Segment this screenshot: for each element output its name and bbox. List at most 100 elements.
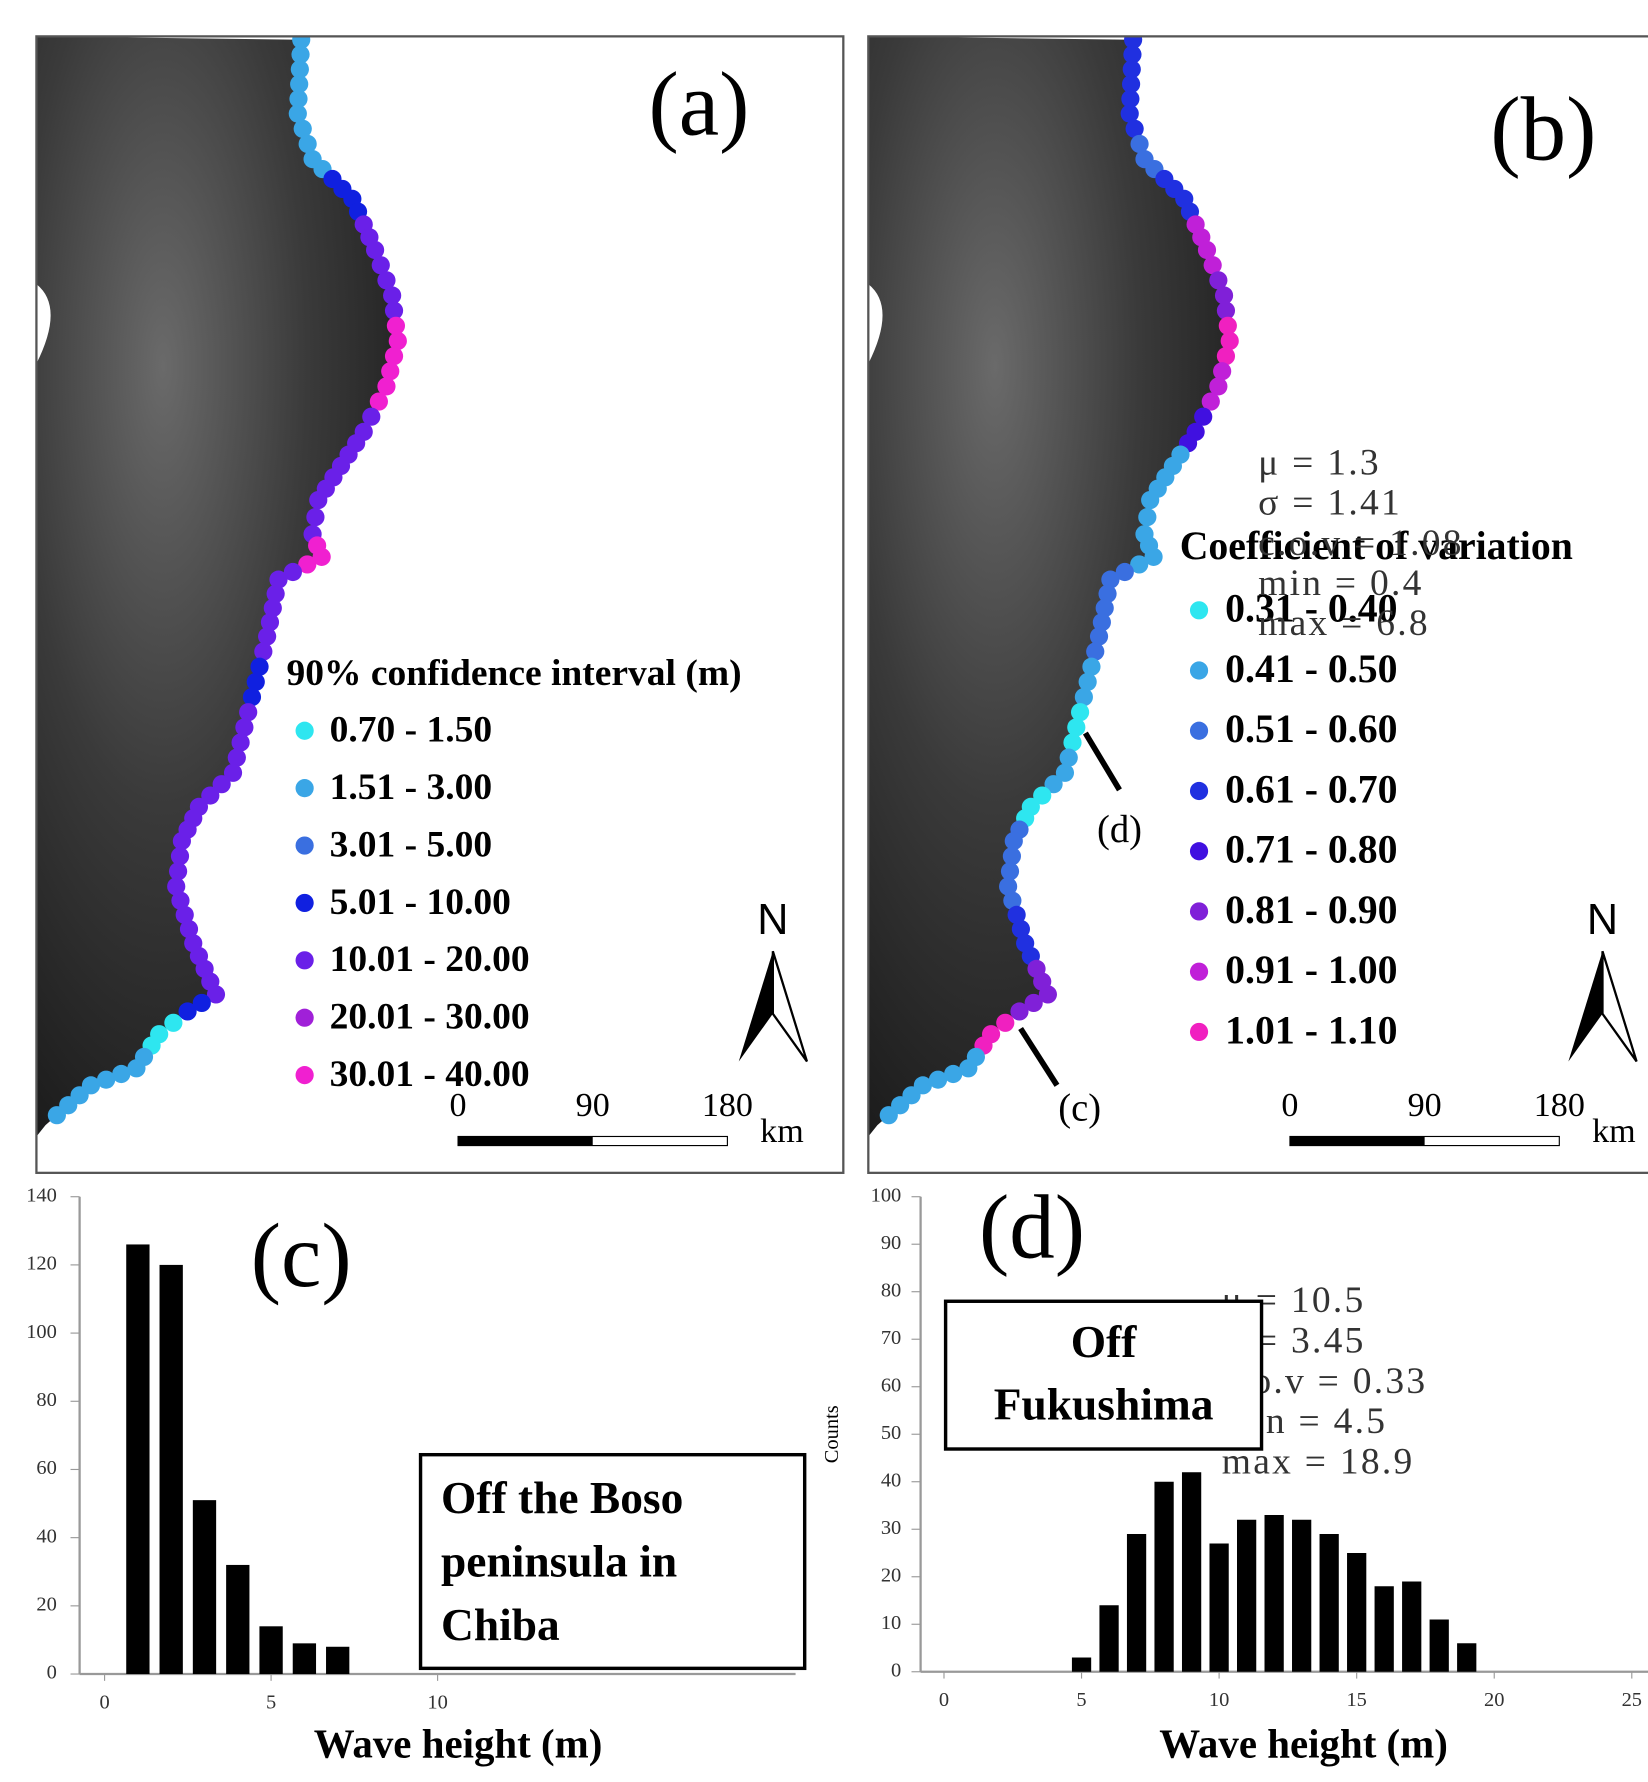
box-text: Chiba xyxy=(441,1599,560,1650)
legend-label: 0.81 - 0.90 xyxy=(1225,888,1397,932)
y-tick-label: 20 xyxy=(881,1564,901,1586)
box-text: Off xyxy=(1071,1316,1137,1367)
bar xyxy=(1347,1553,1366,1672)
scale-label: 180 xyxy=(1534,1087,1585,1124)
bar xyxy=(1072,1658,1091,1672)
coast-point xyxy=(1060,749,1078,767)
scale-unit: km xyxy=(760,1113,804,1150)
x-tick-label: 0 xyxy=(99,1691,109,1713)
coast-point xyxy=(309,491,327,509)
stat: max = 6.8 xyxy=(1258,603,1430,644)
bar xyxy=(1265,1515,1284,1672)
box-text: Off the Boso xyxy=(441,1472,683,1523)
legend-label: 0.61 - 0.70 xyxy=(1225,767,1397,811)
y-axis-label: Counts xyxy=(821,1405,843,1463)
coast-point xyxy=(254,642,272,660)
legend-swatch xyxy=(296,951,314,969)
y-tick-label: 100 xyxy=(871,1184,902,1206)
y-tick-label: 60 xyxy=(36,1457,56,1479)
coast-point xyxy=(1086,642,1104,660)
x-tick-label: 25 xyxy=(1622,1689,1642,1711)
y-tick-label: 140 xyxy=(26,1184,57,1206)
coast-point xyxy=(1090,627,1108,645)
coast-point xyxy=(1075,688,1093,706)
legend-label: 20.01 - 30.00 xyxy=(330,997,530,1038)
scale-label: 90 xyxy=(1408,1087,1442,1124)
bar xyxy=(259,1626,282,1674)
bar xyxy=(1375,1586,1394,1672)
scale-bar-fill xyxy=(1290,1136,1425,1145)
stat: c.o.v = 1.08 xyxy=(1258,523,1464,564)
y-tick-label: 60 xyxy=(881,1374,901,1396)
bar xyxy=(1099,1605,1118,1672)
bar xyxy=(1402,1582,1421,1672)
coast-point xyxy=(1213,362,1231,380)
legend-label: 5.01 - 10.00 xyxy=(330,882,511,923)
coast-point xyxy=(235,718,253,736)
bar xyxy=(1430,1620,1449,1672)
stat: σ = 1.41 xyxy=(1258,483,1402,524)
y-tick-label: 40 xyxy=(881,1469,901,1491)
box-text: Fukushima xyxy=(994,1379,1214,1430)
bar xyxy=(1292,1520,1311,1672)
scale-label: 90 xyxy=(576,1087,610,1124)
map-label: (b) xyxy=(1490,79,1596,180)
legend-label: 1.01 - 1.10 xyxy=(1225,1008,1397,1052)
north-label: N xyxy=(1587,896,1618,944)
coast-point xyxy=(880,1106,898,1124)
legend-label: 0.71 - 0.80 xyxy=(1225,828,1397,872)
map-label: (a) xyxy=(649,54,750,155)
stat: min = 0.4 xyxy=(1258,563,1424,604)
scale-label: 0 xyxy=(1281,1087,1298,1124)
x-tick-label: 15 xyxy=(1346,1689,1366,1711)
legend-swatch xyxy=(296,722,314,740)
coast-point xyxy=(48,1106,66,1124)
bar xyxy=(1127,1534,1146,1672)
y-tick-label: 100 xyxy=(26,1321,57,1343)
bar xyxy=(126,1244,149,1674)
y-tick-label: 50 xyxy=(881,1422,901,1444)
coast-point xyxy=(243,688,261,706)
legend-swatch xyxy=(1190,842,1208,860)
x-tick-label: 10 xyxy=(1209,1689,1229,1711)
bar xyxy=(1154,1482,1173,1672)
y-tick-label: 120 xyxy=(26,1253,57,1275)
coast-point xyxy=(385,347,403,365)
coast-point xyxy=(1010,1002,1028,1020)
legend-label: 1.51 - 3.00 xyxy=(330,767,493,808)
legend-swatch xyxy=(1190,1023,1208,1041)
coast-point xyxy=(1071,703,1089,721)
bar xyxy=(1237,1520,1256,1672)
coast-point xyxy=(1221,332,1239,350)
stat: μ = 1.3 xyxy=(1258,443,1381,484)
north-label: N xyxy=(757,896,788,944)
bar xyxy=(326,1647,349,1674)
y-tick-label: 20 xyxy=(36,1594,56,1616)
legend-swatch xyxy=(296,894,314,912)
coast-point xyxy=(232,733,250,751)
legend-title: 90% confidence interval (m) xyxy=(286,653,741,694)
bar xyxy=(226,1565,249,1674)
coast-point xyxy=(1217,347,1235,365)
x-tick-label: 10 xyxy=(427,1691,447,1713)
legend-swatch xyxy=(1190,601,1208,619)
legend-label: 3.01 - 5.00 xyxy=(330,824,493,865)
coast-point xyxy=(1082,658,1100,676)
coast-point xyxy=(996,1014,1014,1032)
x-tick-label: 5 xyxy=(266,1691,276,1713)
legend-swatch xyxy=(1190,963,1208,981)
figure: (a)90% confidence interval (m)0.70 - 1.5… xyxy=(0,0,1648,1782)
coast-point xyxy=(178,1002,196,1020)
coast-point xyxy=(1141,491,1159,509)
panel-label: (d) xyxy=(979,1176,1085,1277)
coast-point xyxy=(250,658,268,676)
bar xyxy=(1209,1543,1228,1671)
bar xyxy=(293,1643,316,1674)
annotation: (c) xyxy=(1058,1087,1101,1129)
legend-swatch xyxy=(1190,782,1208,800)
legend-swatch xyxy=(296,779,314,797)
legend-label: 30.01 - 40.00 xyxy=(330,1054,530,1095)
legend-swatch xyxy=(296,1066,314,1084)
legend-label: 10.01 - 20.00 xyxy=(330,939,530,980)
bar xyxy=(1320,1534,1339,1672)
